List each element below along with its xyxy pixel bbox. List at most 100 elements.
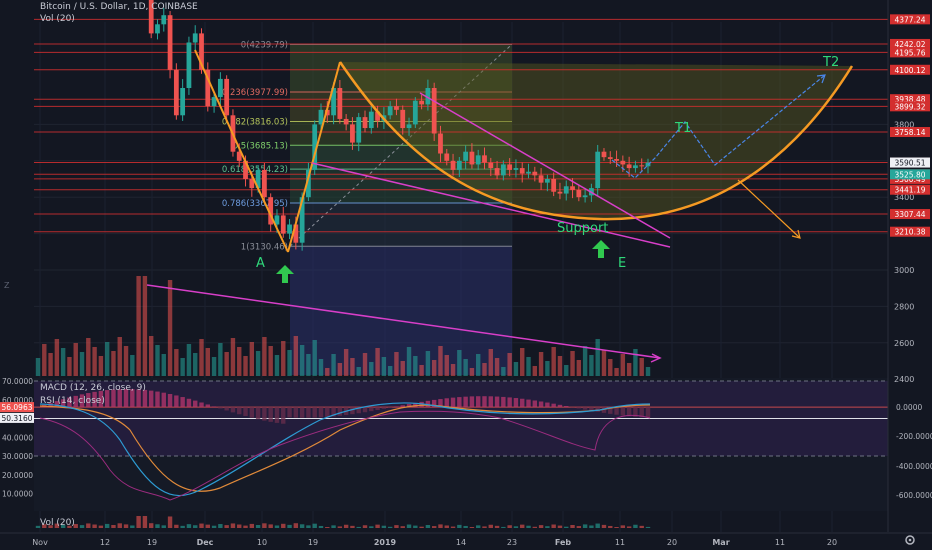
fib-zone	[290, 203, 512, 247]
candle-body	[350, 124, 355, 143]
volume-bar	[312, 340, 317, 376]
candle-body	[192, 33, 198, 43]
macd-histogram-bar	[551, 403, 556, 407]
volume-bar	[211, 357, 217, 376]
breakdown-arrow	[737, 179, 801, 239]
time-tick-label: 19	[308, 538, 318, 547]
macd-histogram-bar	[450, 397, 456, 407]
candle-body	[148, 0, 154, 34]
fib-zone	[290, 145, 512, 170]
volume-bar	[457, 350, 462, 376]
bottom-volume-bar	[86, 523, 91, 528]
bottom-volume-bar	[394, 525, 399, 528]
volume-bar	[92, 347, 97, 376]
volume-bar	[155, 345, 160, 376]
volume-bar	[601, 350, 607, 376]
volume-bar	[488, 349, 493, 376]
bottom-volume-bar	[620, 525, 626, 528]
volume-bar	[237, 347, 242, 376]
target-1-label: T1	[674, 121, 691, 136]
volume-bar	[42, 344, 47, 376]
target-path	[611, 74, 826, 179]
candle-body	[582, 195, 588, 198]
up-arrow-icon	[592, 240, 610, 258]
bottom-volume-bar	[532, 526, 538, 528]
volume-bar	[381, 357, 387, 376]
macd-histogram-bar	[595, 407, 600, 412]
fib-trend-line	[289, 43, 513, 247]
candle-body	[576, 189, 582, 198]
bottom-volume-bar	[161, 525, 166, 528]
candle-body	[236, 151, 242, 161]
bottom-volume-bar	[595, 523, 600, 528]
macd-histogram-bar	[268, 407, 273, 422]
candle-body	[488, 162, 494, 169]
macd-histogram-bar	[488, 396, 493, 407]
bottom-volume-bar	[136, 516, 141, 528]
price-level-tag	[890, 101, 930, 112]
volume-bar	[633, 349, 638, 376]
volume-bar	[117, 337, 122, 376]
rsi-indicator-title: RSI (14, close)	[40, 396, 105, 406]
rsi-marker-tag	[0, 412, 34, 423]
candle-body	[173, 69, 179, 116]
candle-body	[299, 197, 305, 243]
volume-bar	[526, 357, 531, 376]
bottom-volume-bar	[639, 525, 644, 528]
macd-histogram-bar	[469, 396, 475, 407]
price-tick-label: 2800	[894, 302, 914, 311]
bottom-volume-bar	[570, 525, 575, 528]
bottom-volume-bar	[501, 526, 506, 528]
candle-body	[601, 151, 607, 158]
volume-bar	[167, 280, 173, 376]
bottom-volume-bar	[325, 527, 330, 528]
candle-body	[280, 215, 286, 234]
bottom-volume-bar	[381, 525, 387, 528]
fib-level-label: 0.786(3367.95)	[222, 199, 288, 209]
bottom-volume-bar	[255, 525, 261, 528]
cup-fill	[340, 62, 852, 220]
macd-histogram-bar	[218, 407, 223, 409]
candle-body	[425, 88, 431, 105]
price-level-tag-label: 3938.48	[894, 95, 925, 104]
candle-body	[482, 155, 487, 163]
volume-bar	[123, 346, 129, 376]
macd-histogram-bar	[431, 399, 437, 407]
rally-line	[287, 61, 341, 253]
price-level-tag	[890, 94, 930, 105]
volume-bar	[419, 365, 424, 376]
bottom-volume-bar	[92, 524, 97, 528]
candle-body	[633, 165, 638, 169]
macd-histogram-bar	[400, 405, 405, 407]
fib-level-label: 0.5(3685.13)	[233, 141, 288, 151]
candle-body	[331, 88, 336, 116]
bottom-volume-bar	[438, 524, 443, 528]
macd-histogram-bar	[92, 391, 97, 407]
candle-body	[639, 165, 645, 167]
price-level-tag-label: 3899.32	[894, 102, 925, 111]
price-axis-background	[888, 0, 932, 550]
candle-body	[293, 224, 299, 243]
macd-histogram-bar	[180, 397, 185, 407]
fib-level-label: 0.618(3554.23)	[222, 165, 288, 175]
macd-histogram-bar	[639, 407, 644, 418]
macd-histogram-bar	[501, 396, 506, 407]
macd-histogram-bar	[362, 407, 368, 413]
volume-bar	[513, 362, 519, 376]
macd-histogram-bar	[98, 390, 104, 407]
bottom-volume-bar	[413, 525, 418, 528]
price-tick-label: 3000	[894, 266, 914, 275]
volume-bar	[356, 367, 361, 376]
symbol-title: Bitcoin / U.S. Dollar, 1D, COINBASE	[40, 2, 198, 12]
price-level-tag-label: 4377.24	[894, 15, 925, 24]
candle-body	[255, 169, 261, 189]
macd-histogram-bar	[211, 406, 217, 407]
bottom-volume-bar	[180, 525, 185, 528]
macd-histogram-bar	[130, 389, 135, 407]
bottom-volume-bar	[633, 524, 638, 528]
volume-bar	[174, 349, 179, 376]
fib-level-label: 1(3130.46)	[241, 242, 288, 252]
volume-bar	[444, 355, 449, 376]
volume-bar	[406, 347, 412, 376]
